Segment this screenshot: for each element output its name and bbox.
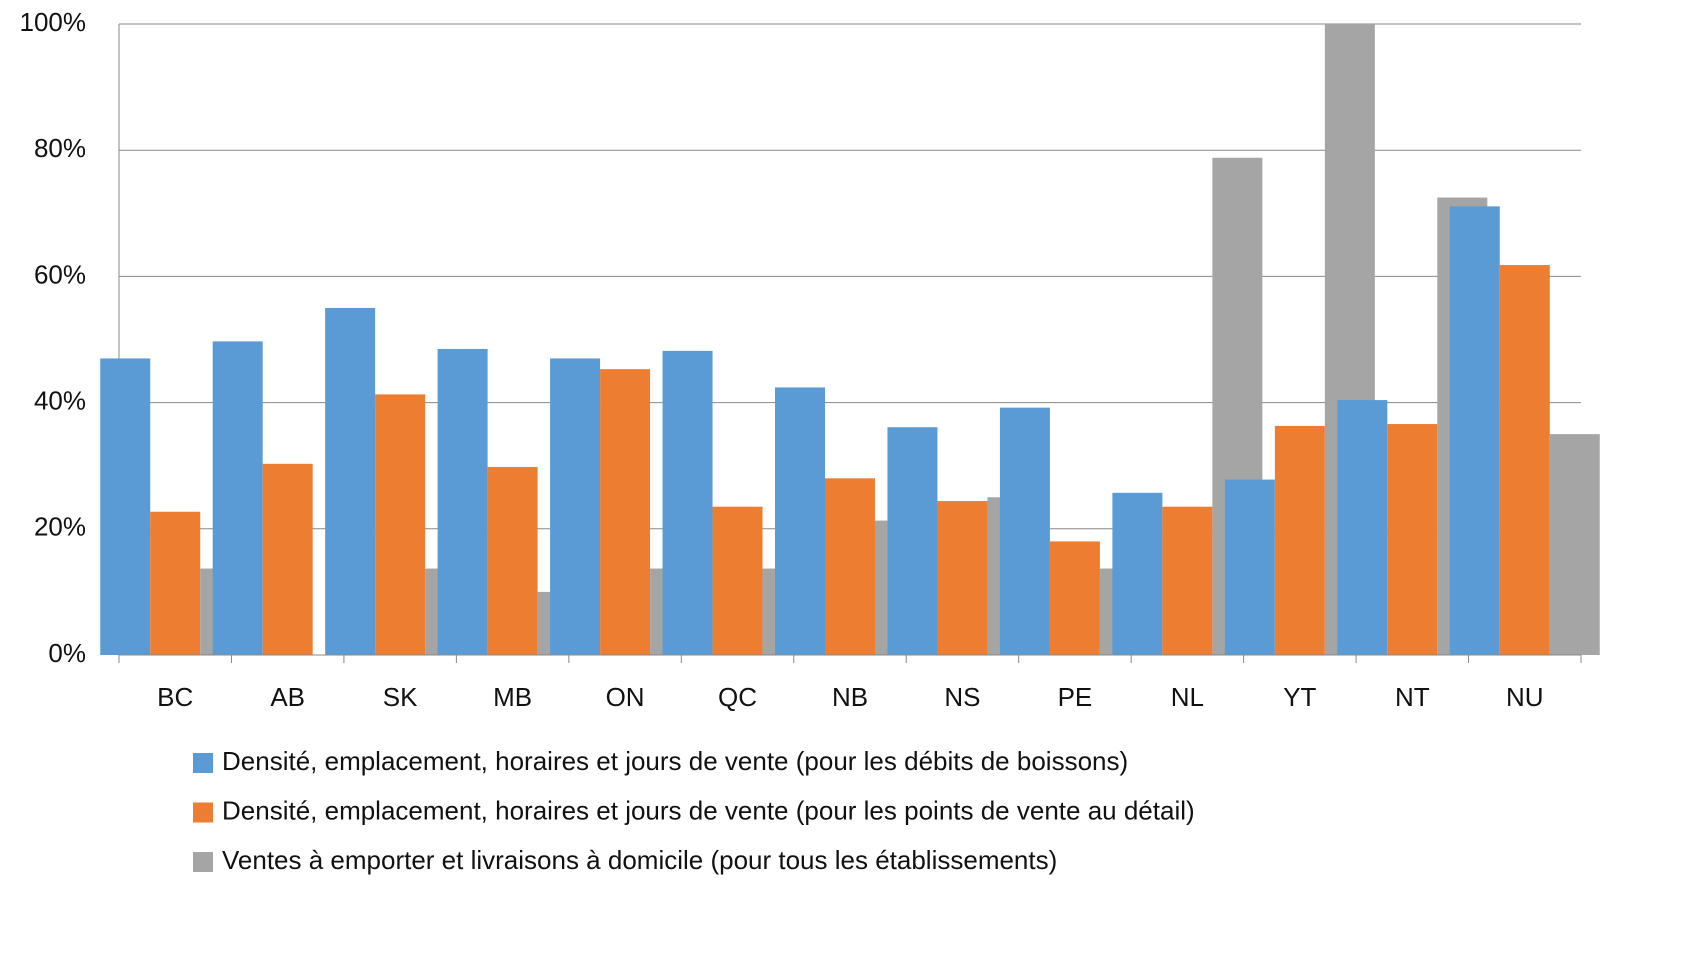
legend-swatch <box>193 802 213 823</box>
bar <box>1274 425 1325 655</box>
legend-label: Densité, emplacement, horaires et jours … <box>222 795 1195 825</box>
legend-label: Ventes à emporter et livraisons à domici… <box>222 845 1057 875</box>
bar <box>375 394 426 655</box>
bar <box>437 348 488 655</box>
bar <box>1162 506 1213 655</box>
bar <box>150 511 201 655</box>
bar <box>712 506 763 655</box>
bar <box>999 407 1050 655</box>
x-tick-label: SK <box>383 682 418 712</box>
bar <box>100 358 151 655</box>
bar <box>1224 479 1275 655</box>
bar <box>262 463 313 655</box>
bar <box>662 350 713 655</box>
y-tick-label: 80% <box>34 133 86 163</box>
bar <box>600 369 651 655</box>
bar <box>1112 492 1163 655</box>
x-tick-label: PE <box>1058 682 1093 712</box>
bar <box>1499 265 1550 655</box>
bar <box>1449 206 1500 655</box>
bar <box>325 307 376 655</box>
y-tick-label: 0% <box>48 638 86 668</box>
bar <box>1549 434 1600 655</box>
x-tick-label: YT <box>1283 682 1316 712</box>
x-tick-label: QC <box>718 682 757 712</box>
bar <box>825 478 875 655</box>
bar <box>1387 424 1438 655</box>
bar <box>937 501 988 655</box>
x-tick-label: BC <box>157 682 193 712</box>
x-tick-label: NL <box>1171 682 1204 712</box>
x-tick-label: NB <box>832 682 868 712</box>
bar <box>887 427 938 655</box>
bar <box>775 387 825 655</box>
y-tick-label: 40% <box>34 385 86 415</box>
bar <box>550 358 601 655</box>
legend-swatch <box>193 852 213 872</box>
x-tick-label: NU <box>1506 682 1544 712</box>
bar <box>1337 400 1388 655</box>
bar <box>487 466 538 655</box>
x-tick-label: NS <box>944 682 980 712</box>
legend-swatch <box>193 753 213 773</box>
legend-label: Densité, emplacement, horaires et jours … <box>222 746 1128 776</box>
bar <box>1049 541 1100 655</box>
y-tick-label: 100% <box>20 7 87 37</box>
y-tick-label: 20% <box>34 512 86 542</box>
y-tick-label: 60% <box>34 259 86 289</box>
x-tick-label: ON <box>606 682 645 712</box>
x-tick-label: AB <box>270 682 305 712</box>
x-tick-label: NT <box>1395 682 1430 712</box>
x-tick-label: MB <box>493 682 532 712</box>
bar <box>212 341 263 655</box>
